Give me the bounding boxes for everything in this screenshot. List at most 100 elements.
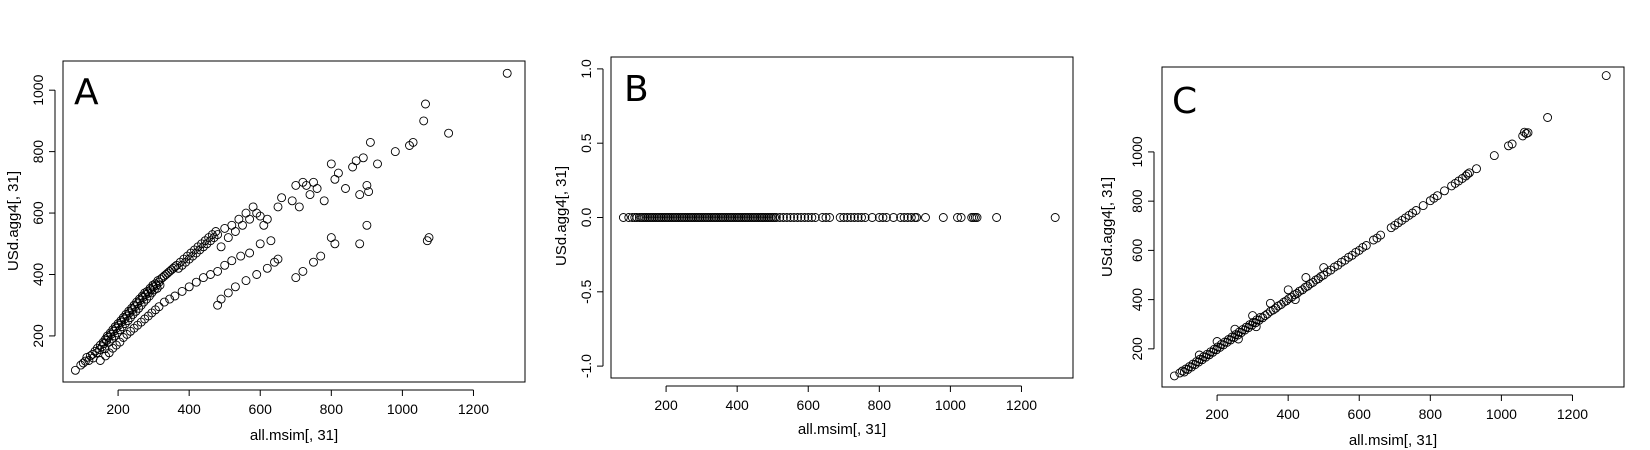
data-point-a <box>80 356 90 366</box>
data-point-a <box>90 346 100 356</box>
x-axis-label-b: all.msim[, 31] <box>798 421 886 438</box>
y-axis-a: 200 400 600 800 1000 <box>30 74 56 348</box>
y-tick-label-b: -0.5 <box>578 280 594 304</box>
x-tick-label-b: 400 <box>725 397 749 413</box>
data-point-c <box>1316 272 1326 281</box>
data-point-a <box>305 190 315 200</box>
data-point-c <box>1230 324 1240 334</box>
data-point-b <box>796 213 806 222</box>
data-point-b <box>818 213 827 222</box>
data-point-a <box>159 297 169 307</box>
data-point-c <box>1265 298 1275 308</box>
data-point-a <box>241 208 251 218</box>
data-point-a <box>262 214 272 224</box>
x-tick-label-a: 1000 <box>387 401 418 417</box>
panel-a: A 200 400 600 800 1000 1200 2004006008001000 … <box>5 60 526 444</box>
data-point-b <box>906 213 916 222</box>
data-point-a <box>259 220 269 230</box>
data-point-c <box>1251 322 1261 332</box>
data-point-a <box>95 356 105 365</box>
data-point-a <box>355 239 365 249</box>
y-tick-label-a: 400 <box>30 263 46 287</box>
panel-b: B 200 400 600 800 1000 1200 -1.0 -0.5 0.0 0.5 1.0… <box>553 56 1074 438</box>
x-tick-label-a: 400 <box>177 401 201 417</box>
data-point-a <box>93 343 102 353</box>
data-point-c <box>1248 311 1258 321</box>
data-point-a <box>165 294 175 304</box>
data-point-a <box>213 266 223 276</box>
data-point-c <box>1440 186 1449 196</box>
data-point-b <box>825 213 835 222</box>
data-point-b <box>839 213 849 222</box>
data-point-b <box>803 213 813 222</box>
data-point-b <box>771 213 781 222</box>
data-point-c <box>1303 281 1313 291</box>
y-tick-label-b: 0.5 <box>578 133 594 153</box>
data-point-b <box>842 213 852 222</box>
data-point-a <box>444 128 454 138</box>
data-point-c <box>1507 139 1517 149</box>
data-point-b <box>903 213 913 222</box>
x-tick-label-a: 1200 <box>458 401 489 417</box>
data-point-c <box>1283 285 1293 295</box>
data-point-b <box>881 213 891 222</box>
data-point-c <box>1233 334 1243 344</box>
y-axis-label-a: USd.agg4[, 31] <box>5 171 22 271</box>
data-point-c <box>1432 191 1442 201</box>
data-point-b <box>867 213 877 222</box>
data-point-a <box>273 254 283 264</box>
data-point-a <box>230 282 240 292</box>
data-point-a <box>236 251 246 261</box>
data-point-a <box>184 282 194 292</box>
data-point-c <box>1543 113 1553 122</box>
data-point-a <box>326 233 336 243</box>
x-tick-label-a: 600 <box>249 401 273 417</box>
y-tick-label-a: 1000 <box>30 74 46 105</box>
data-point-a <box>216 242 226 252</box>
data-point-a <box>216 294 226 304</box>
data-point-a <box>234 214 244 224</box>
data-point-c <box>1301 273 1311 282</box>
data-point-c <box>1523 128 1533 138</box>
data-point-c <box>1319 263 1329 273</box>
data-point-a <box>502 68 512 78</box>
data-point-c <box>1521 129 1531 138</box>
data-point-a <box>227 220 237 230</box>
plot-frame-b <box>610 56 1074 379</box>
data-point-c <box>1520 127 1529 137</box>
data-point-c <box>1290 295 1300 305</box>
x-tick-label-a: 200 <box>106 401 130 417</box>
data-point-b <box>846 213 856 222</box>
data-point-b <box>921 213 930 222</box>
data-point-b <box>810 213 820 222</box>
data-point-a <box>273 202 283 212</box>
data-point-b <box>853 213 863 222</box>
y-tick-label-c: 1000 <box>1129 136 1145 167</box>
data-point-a <box>191 277 201 287</box>
data-point-b <box>953 213 962 222</box>
x-tick-label-c: 200 <box>1205 406 1229 422</box>
data-point-a <box>312 184 322 193</box>
data-point-a <box>88 349 97 359</box>
y-tick-label-b: 1.0 <box>578 59 594 79</box>
data-point-a <box>298 177 308 187</box>
data-point-b <box>775 213 785 222</box>
data-point-b <box>889 213 898 222</box>
data-point-a <box>230 227 240 236</box>
data-point-a <box>245 248 255 258</box>
data-point-a <box>408 137 418 147</box>
y-tick-label-c: 200 <box>1129 337 1145 361</box>
x-tick-label-c: 400 <box>1276 406 1300 422</box>
data-point-b <box>969 213 978 222</box>
data-point-b <box>972 213 982 222</box>
data-point-a <box>365 137 375 147</box>
x-tick-label-b: 600 <box>797 397 821 413</box>
data-point-a <box>70 365 80 375</box>
data-point-c <box>1489 151 1499 161</box>
y-tick-label-a: 600 <box>30 201 46 225</box>
data-point-a <box>115 337 125 347</box>
data-point-a <box>326 159 336 169</box>
data-point-a <box>421 99 430 109</box>
data-point-b <box>786 213 795 222</box>
